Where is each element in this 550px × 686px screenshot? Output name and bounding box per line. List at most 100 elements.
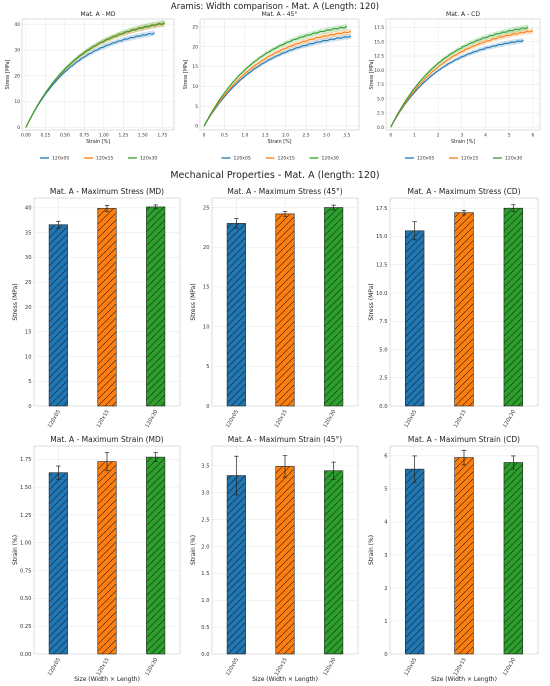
y-tick-label: 10 [25,354,32,360]
panel-title: Mat. A - CD [446,11,480,18]
y-tick-label: 40 [25,206,32,212]
bar-panel-max-stress-45: 0 5 10 15 20 25 120x05 120x15 120x30 Mat. A - Max… [190,187,359,429]
x-tick-label: 0.25 [40,133,50,139]
y-tick-label: 35 [25,230,32,236]
x-tick-label: 5 [508,133,511,139]
bar-panel-max-strain-45: 0.0 0.5 1.0 1.5 2.0 2.5 3.0 3.5 120x05 120x15 120x… [190,435,359,683]
x-tick-label: 120x05 [47,657,62,677]
y-tick-label: 2.0 [201,544,209,550]
x-tick-label: 120x30 [144,657,159,677]
y-tick-label: 3 [384,553,387,559]
y-tick-label: 25 [192,25,198,31]
y-tick-label: 1.5 [201,571,209,577]
curve-panel-md: 0.00 0.25 0.50 0.75 1.00 1.25 1.50 1.75 0 10 20 30 4… [5,11,175,162]
y-tick-label: 0 [206,404,209,410]
y-tick-label: 10 [14,99,20,105]
y-tick-label: 10 [192,84,198,90]
y-tick-label: 5 [384,487,387,493]
y-axis-label: Stress [MPa] [183,59,189,89]
panel-title: Mat. A - Maximum Stress (CD) [407,187,520,196]
x-tick-label: 120x05 [225,657,240,677]
x-tick-label: 3.0 [323,133,330,139]
y-tick-label: 3.5 [201,464,209,470]
y-tick-label: 40 [14,22,20,28]
x-tick-label: 120x05 [225,409,240,429]
y-tick-label: 0 [384,652,387,658]
y-tick-label: 6 [384,454,387,460]
y-tick-label: 5 [206,364,209,370]
panel-title: Mat. A - 45° [262,11,298,18]
y-tick-label: 15.0 [374,39,384,45]
y-tick-label: 0 [17,125,20,131]
y-tick-label: 10.0 [374,68,384,74]
bar-hatch-120x30 [146,457,165,654]
panel-title: Mat. A - Maximum Strain (MD) [50,435,163,444]
y-tick-label: 2 [384,586,387,592]
plot-area [199,18,360,131]
x-tick-label: 3.5 [343,133,350,139]
x-tick-label: 0 [203,133,206,139]
y-tick-label: 15 [192,64,198,70]
properties-suptitle: Mechanical Properties - Mat. A (length: … [170,170,379,181]
y-tick-label: 7.5 [377,82,384,88]
y-tick-label: 1.25 [20,513,32,519]
y-tick-label: 20 [192,44,198,50]
y-tick-label: 5.0 [377,96,384,102]
x-tick-label: 120x30 [144,409,159,429]
y-axis-label: Strain (%) [190,535,197,565]
y-tick-label: 5 [195,104,198,110]
x-tick-label: 1.25 [118,133,128,139]
y-tick-label: 15 [25,330,32,336]
y-tick-label: 0.50 [20,596,32,602]
series-line-120x05 [25,32,155,128]
x-tick-label: 0.75 [79,133,89,139]
y-tick-label: 5 [28,379,31,385]
bar-panel-max-strain-md: 0.00 0.25 0.50 0.75 1.00 1.25 1.50 1.75 120x05 12… [12,435,181,683]
bar-hatch-120x05 [49,472,68,654]
x-tick-label: 0.5 [221,133,228,139]
y-tick-label: 0.0 [377,125,384,131]
y-tick-label: 15.0 [376,234,388,240]
y-tick-label: 1.75 [20,457,32,463]
series-line-120x30 [203,25,348,127]
legend-label-120x30: 120x30 [140,156,157,162]
x-tick-label: 2 [437,133,440,139]
y-tick-label: 7.5 [379,319,387,325]
y-axis-label: Stress (MPa) [12,283,19,320]
bar-hatch-120x15 [97,208,117,406]
y-tick-label: 1.00 [20,541,32,547]
x-tick-label: 1.00 [99,133,109,139]
legend-label-120x05: 120x05 [417,156,434,162]
y-tick-label: 3.0 [201,491,209,497]
x-axis-label: Strain [%] [451,139,475,145]
bar-hatch-120x05 [405,230,425,406]
bar-hatch-120x05 [227,475,246,654]
legend-label-120x15: 120x15 [278,156,295,162]
legend-label-120x15: 120x15 [461,156,478,162]
y-tick-label: 20 [203,245,210,251]
y-axis-label: Stress (MPa) [368,283,375,320]
y-tick-label: 1.50 [20,485,32,491]
series-line-120x30 [25,22,165,128]
y-tick-label: 0.0 [201,652,209,658]
y-tick-label: 2.5 [379,376,387,382]
x-tick-label: 120x15 [96,657,111,677]
series-line-120x15 [203,30,352,127]
y-tick-label: 25 [25,280,32,286]
bar-hatch-120x15 [454,457,474,654]
plot-area [385,18,541,131]
bar-hatch-120x15 [454,212,474,406]
y-axis-label: Strain (%) [368,535,375,565]
y-tick-label: 2.5 [377,111,384,117]
legend-label-120x05: 120x05 [52,156,69,162]
series-line-120x05 [390,39,524,128]
y-axis-label: Stress [MPa] [5,59,11,89]
x-tick-label: 1.75 [157,133,167,139]
panel-title: Mat. A - Maximum Strain (45°) [228,435,343,444]
bar-hatch-120x05 [227,223,246,406]
x-tick-label: 120x15 [274,409,289,429]
x-tick-label: 1.0 [241,133,248,139]
legend-label-120x15: 120x15 [96,156,113,162]
x-tick-label: 2.0 [282,133,289,139]
legend-label-120x30: 120x30 [322,156,339,162]
